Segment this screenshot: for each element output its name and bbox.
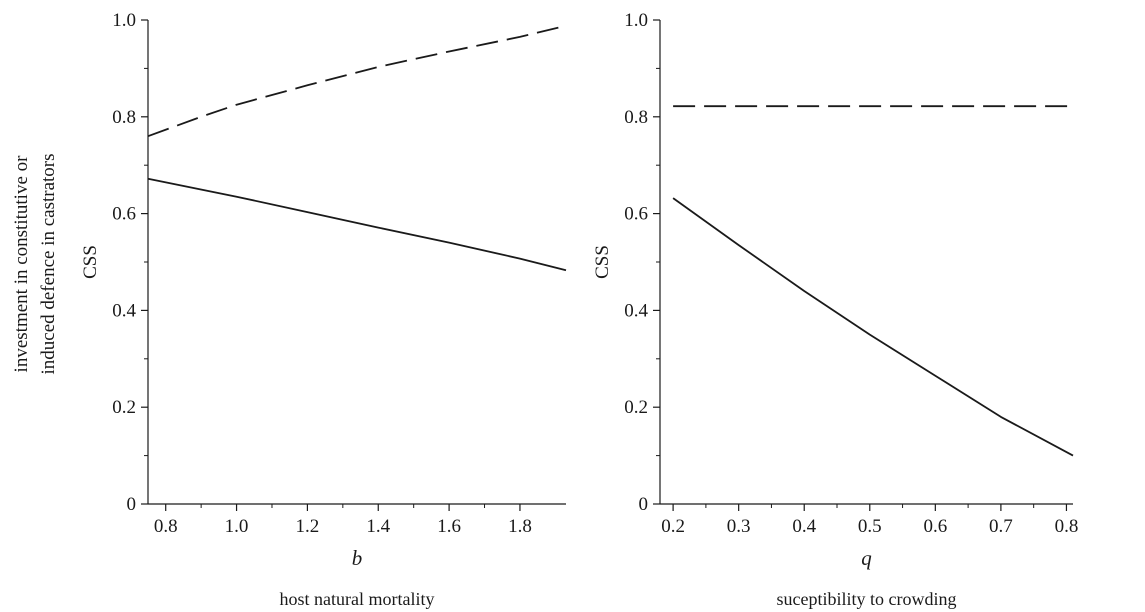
y-tick-label: 0: [127, 494, 137, 515]
solid-series-line: [672, 197, 1074, 457]
dashed-series-line: [147, 24, 567, 138]
y-tick-label: 0.8: [112, 107, 136, 128]
y-axis-label: CSS: [592, 245, 613, 279]
x-tick-label: 0.3: [727, 516, 751, 537]
outer-y-axis-label-line-2: induced defence in castrators: [38, 153, 59, 374]
y-tick-label: 0.4: [112, 300, 136, 321]
x-tick-label: 1.2: [296, 516, 320, 537]
panel-left: 0 0.2 0.4 0.6 0.8 1.0 0.8 1.0 1.2 1.4 1.6 1.8 b host …: [80, 10, 567, 609]
y-tick-label: 0.4: [624, 300, 648, 321]
outer-y-axis-label-line-1: investment in constitutive or: [11, 155, 32, 373]
x-tick-label: 1.0: [225, 516, 249, 537]
solid-series-line: [147, 177, 567, 272]
y-tick-label: 1.0: [624, 10, 648, 31]
x-tick-label: 1.4: [366, 516, 390, 537]
y-tick-label: 0.6: [112, 204, 136, 225]
x-tick-label: 0.8: [154, 516, 178, 537]
x-axis-description-label: suceptibility to crowding: [777, 589, 957, 609]
y-tick-label: 0.6: [624, 204, 648, 225]
x-tick-label: 0.7: [989, 516, 1013, 537]
x-tick-label: 0.5: [858, 516, 882, 537]
x-tick-label: 1.6: [437, 516, 461, 537]
y-tick-label: 0.2: [624, 397, 648, 418]
y-tick-label: 0: [639, 494, 649, 515]
x-tick-label: 0.4: [792, 516, 816, 537]
x-axis-variable-label: b: [352, 546, 363, 570]
x-axis-description-label: host natural mortality: [280, 589, 435, 609]
x-tick-label: 0.2: [661, 516, 685, 537]
x-tick-label: 0.8: [1055, 516, 1079, 537]
y-tick-label: 0.8: [624, 107, 648, 128]
y-tick-label: 1.0: [112, 10, 136, 31]
x-tick-label: 0.6: [923, 516, 947, 537]
panel-right: 0 0.2 0.4 0.6 0.8 1.0 0.2 0.3 0.4 0.5 0.6 0.7 0.8 q su…: [592, 10, 1078, 609]
x-axis-variable-label: q: [861, 546, 872, 570]
y-axis-label: CSS: [80, 245, 101, 279]
y-tick-label: 0.2: [112, 397, 136, 418]
x-tick-label: 1.8: [508, 516, 532, 537]
